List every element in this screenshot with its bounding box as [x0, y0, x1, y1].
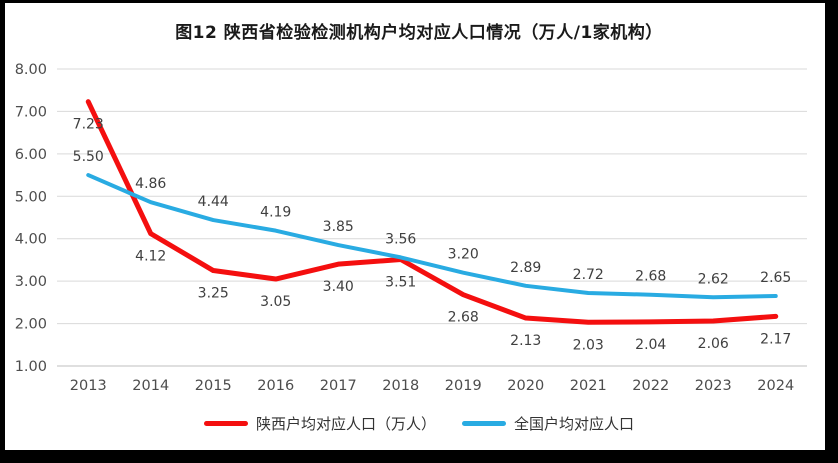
data-label: 4.44 — [198, 194, 229, 210]
x-tick-label: 2013 — [70, 378, 107, 394]
y-tick-label: 2.00 — [15, 317, 47, 333]
x-tick-label: 2024 — [757, 378, 794, 394]
data-label: 5.50 — [73, 149, 104, 165]
x-tick-label: 2020 — [507, 378, 544, 394]
data-label: 3.25 — [198, 286, 229, 302]
data-label: 3.40 — [323, 279, 354, 295]
x-tick-label: 2016 — [257, 378, 294, 394]
data-label: 2.72 — [573, 267, 604, 283]
x-tick-label: 2018 — [382, 378, 419, 394]
data-label: 2.03 — [573, 337, 604, 353]
data-label: 4.12 — [135, 249, 166, 265]
y-tick-label: 8.00 — [15, 62, 47, 78]
chart-background — [5, 3, 825, 450]
data-label: 3.56 — [385, 231, 416, 247]
y-tick-label: 1.00 — [15, 359, 47, 375]
data-label: 2.06 — [698, 336, 729, 352]
data-label: 2.17 — [760, 331, 791, 347]
chart-title: 图12 陕西省检验检测机构户均对应人口情况（万人/1家机构） — [175, 23, 663, 43]
chart-legend: 陕西户均对应人口（万人） 全国户均对应人口 — [0, 413, 838, 434]
data-label: 3.20 — [448, 247, 479, 263]
data-label: 2.68 — [635, 269, 666, 285]
data-label: 3.51 — [385, 275, 416, 291]
y-tick-label: 6.00 — [15, 147, 47, 163]
data-label: 2.04 — [635, 337, 666, 353]
series-line-1 — [86, 173, 778, 300]
y-tick-label: 4.00 — [15, 232, 47, 248]
legend-item-shaanxi: 陕西户均对应人口（万人） — [203, 413, 436, 434]
x-tick-label: 2021 — [570, 378, 607, 394]
data-label: 4.86 — [135, 176, 166, 192]
legend-item-national: 全国户均对应人口 — [462, 413, 634, 434]
data-label: 2.13 — [510, 333, 541, 349]
y-tick-label: 3.00 — [15, 274, 47, 290]
data-label: 3.85 — [323, 219, 354, 235]
data-label: 2.65 — [760, 270, 791, 286]
x-tick-label: 2014 — [132, 378, 169, 394]
legend-label-national: 全国户均对应人口 — [514, 415, 635, 433]
data-label: 3.05 — [260, 294, 291, 310]
data-label: 2.62 — [698, 271, 729, 287]
data-label: 2.89 — [510, 260, 541, 276]
x-tick-label: 2023 — [695, 378, 732, 394]
series-line-0 — [85, 99, 779, 325]
x-tick-label: 2017 — [320, 378, 357, 394]
data-label: 2.68 — [448, 310, 479, 326]
legend-label-shaanxi: 陕西户均对应人口（万人） — [255, 415, 436, 433]
legend-swatch-blue-line-icon — [462, 421, 506, 426]
y-tick-label: 7.00 — [15, 104, 47, 120]
legend-swatch-red-line-icon — [203, 421, 248, 426]
data-label: 4.19 — [260, 205, 291, 221]
y-tick-label: 5.00 — [15, 189, 47, 205]
x-tick-label: 2015 — [195, 378, 232, 394]
x-tick-label: 2022 — [632, 378, 669, 394]
x-tick-label: 2019 — [445, 378, 482, 394]
data-label: 7.23 — [73, 117, 104, 133]
